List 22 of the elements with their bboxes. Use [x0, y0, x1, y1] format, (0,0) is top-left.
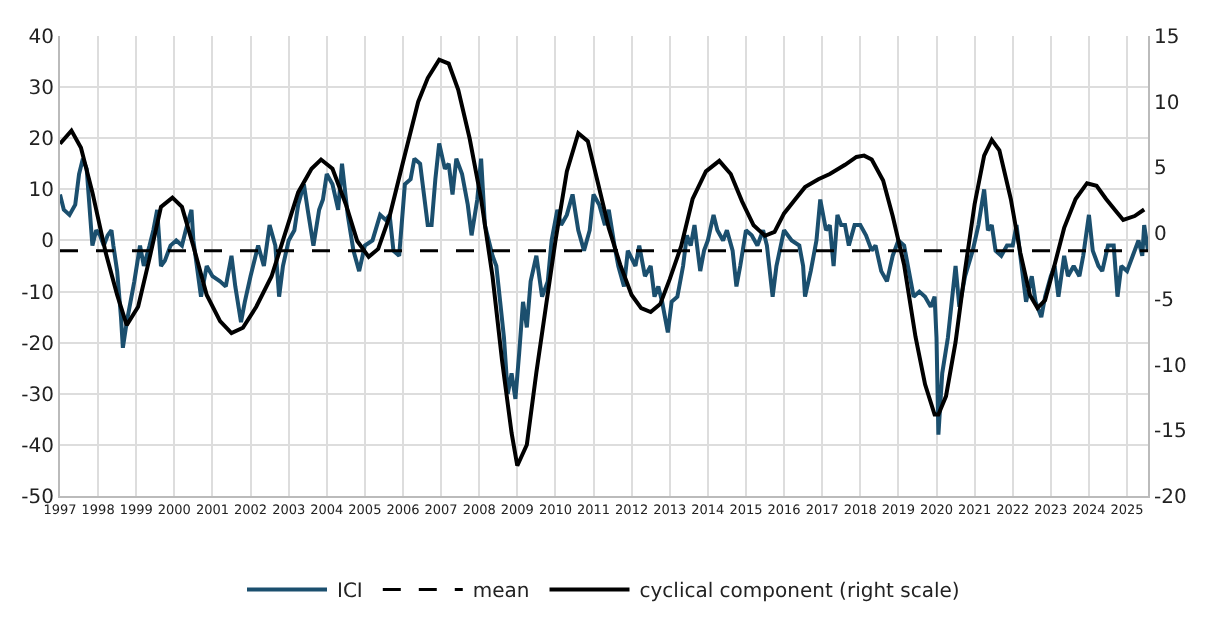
y2-tick-label: 10 — [1154, 92, 1180, 115]
y2-tick-label: -20 — [1154, 487, 1187, 509]
y-tick-label: 20 — [28, 129, 54, 152]
y2-tick-label: -5 — [1154, 289, 1174, 312]
y-tick-label: -10 — [21, 282, 54, 305]
y-tick-label: 30 — [28, 78, 54, 101]
line-series — [60, 57, 1147, 468]
y-tick-label: 10 — [28, 180, 54, 203]
legend-label: ICI — [337, 581, 363, 604]
y-tick-label: -20 — [21, 333, 54, 356]
y2-tick-label: -10 — [1154, 355, 1187, 378]
y2-tick-label: 15 — [1154, 27, 1180, 49]
y2-tick-label: -15 — [1154, 421, 1187, 444]
legend-label: cyclical component (right scale) — [639, 581, 960, 604]
legend-label: mean — [472, 581, 530, 604]
y-tick-label: -30 — [21, 384, 54, 407]
y-tick-label: 0 — [41, 231, 54, 254]
line-series — [60, 141, 1148, 437]
y2-tick-label: 5 — [1154, 158, 1167, 181]
y-tick-label: -40 — [21, 435, 54, 458]
y-tick-label: 40 — [28, 27, 54, 49]
y2-tick-label: 0 — [1154, 224, 1167, 247]
